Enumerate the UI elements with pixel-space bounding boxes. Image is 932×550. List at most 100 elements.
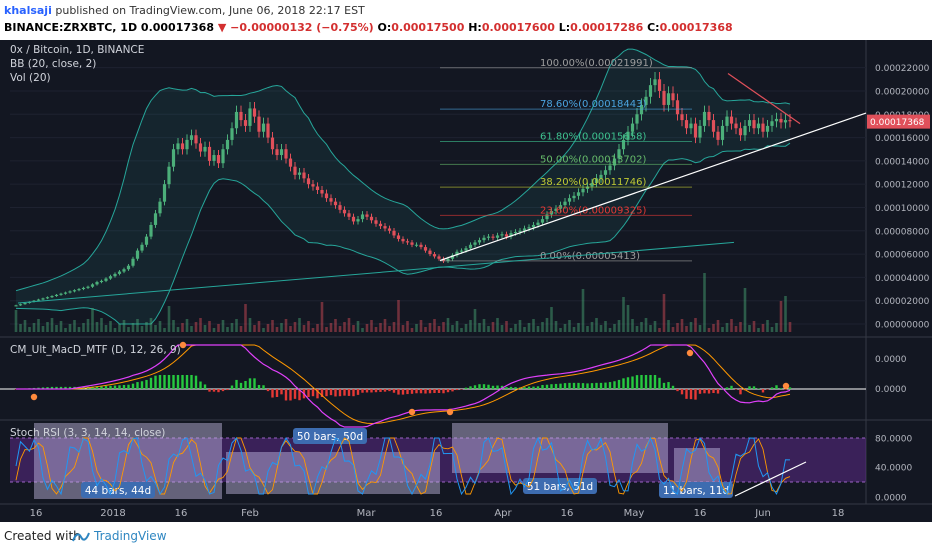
created-with: Created with xyxy=(4,529,81,543)
tradingview-link[interactable]: TradingView xyxy=(72,529,167,543)
macd-histogram-bar xyxy=(487,384,490,389)
volume-bar xyxy=(343,322,346,332)
macd-histogram-bar xyxy=(275,389,279,397)
macd-histogram-bar xyxy=(293,389,297,399)
volume-bar xyxy=(50,318,54,332)
macd-histogram-bar xyxy=(595,382,598,389)
candle-body xyxy=(567,198,572,202)
candle-body xyxy=(491,236,495,238)
volume-bar xyxy=(239,326,243,332)
candle-body xyxy=(162,184,167,202)
candle-body xyxy=(360,214,365,220)
candle-body xyxy=(779,118,783,123)
volume-bar xyxy=(613,324,616,332)
macd-histogram-bar xyxy=(698,389,702,394)
candle-body xyxy=(464,248,468,251)
author-link[interactable]: khalsaji xyxy=(4,4,52,17)
macd-histogram-bar xyxy=(410,389,414,394)
price-tick-label: 0.00022000 xyxy=(875,64,930,74)
macd-histogram-bar xyxy=(46,387,49,389)
candle-body xyxy=(554,208,558,211)
time-tick-label: 16 xyxy=(430,508,443,519)
volume-bar xyxy=(455,321,459,332)
macd-cross-marker xyxy=(782,382,790,390)
volume-bar xyxy=(460,328,463,332)
candle-body xyxy=(86,286,90,288)
volume-bar xyxy=(145,322,148,332)
macd-histogram-bar xyxy=(311,389,315,397)
candle-body xyxy=(72,290,77,292)
last-price-label: 0.00017368 xyxy=(870,118,925,128)
candle-body xyxy=(59,293,63,295)
macd-histogram-bar xyxy=(140,381,144,389)
volume-bar xyxy=(784,296,787,332)
macd-histogram-bar xyxy=(545,384,549,389)
candle-body xyxy=(180,143,185,150)
volume-bar xyxy=(406,321,409,332)
candle-body xyxy=(671,93,675,101)
candle-body xyxy=(783,120,788,123)
volume-bar xyxy=(766,320,769,332)
candle-body xyxy=(221,149,225,164)
volume-bar xyxy=(500,325,504,332)
volume-bar xyxy=(541,322,544,332)
macd-histogram-bar xyxy=(379,389,382,392)
tradingview-brand: TradingView xyxy=(94,529,167,543)
candle-body xyxy=(527,227,531,229)
volume-bar xyxy=(325,327,328,332)
volume-bar xyxy=(73,320,76,332)
volume-bar xyxy=(244,304,247,332)
macd-histogram-bar xyxy=(316,389,319,399)
candle-body xyxy=(36,299,41,301)
volume-bar xyxy=(338,326,342,332)
macd-histogram-bar xyxy=(365,389,369,393)
candle-body xyxy=(378,223,383,227)
volume-bar xyxy=(68,324,72,332)
volume-bar xyxy=(140,326,144,332)
volume-bar xyxy=(203,325,207,332)
volume-bar xyxy=(604,321,607,332)
candle-body xyxy=(351,216,356,222)
volume-bar xyxy=(545,318,549,332)
macd-histogram-bar xyxy=(568,382,571,389)
macd-histogram-bar xyxy=(253,378,256,389)
candle-body xyxy=(473,242,477,245)
volume-bar xyxy=(77,327,81,332)
candle-body xyxy=(536,222,540,225)
stoch-range-badge xyxy=(81,482,155,498)
macd-histogram-bar xyxy=(766,389,769,390)
candle-body xyxy=(455,251,459,256)
macd-histogram-bar xyxy=(604,382,607,389)
macd-histogram-bar xyxy=(154,375,157,389)
chart-area[interactable]: 100.00%(0.00021991) 78.60%(0.00018443) 61.… xyxy=(0,40,932,522)
stoch-k-line xyxy=(15,436,791,496)
volume-bar xyxy=(149,318,153,332)
volume-bar xyxy=(487,326,490,332)
volume-bar xyxy=(55,325,58,332)
macd-histogram-bar xyxy=(622,378,625,389)
candle-body xyxy=(297,172,302,175)
candle-body xyxy=(266,123,270,138)
candle-body xyxy=(675,100,680,115)
candle-body xyxy=(284,149,288,159)
macd-histogram-bar xyxy=(91,386,94,389)
macd-histogram-bar xyxy=(406,389,409,395)
macd-histogram-bar xyxy=(356,389,360,395)
macd-histogram-bar xyxy=(433,389,436,393)
volume-bar xyxy=(37,319,40,332)
candle-body xyxy=(230,128,234,140)
macd-histogram-bar xyxy=(100,386,103,389)
volume-bar xyxy=(280,323,283,332)
macd-histogram-bar xyxy=(289,389,292,401)
time-tick-label: 16 xyxy=(694,508,707,519)
fib-levels: 100.00%(0.00021991) 78.60%(0.00018443) 61.… xyxy=(440,58,692,262)
volume-bar xyxy=(289,326,292,332)
volume-bar xyxy=(532,319,535,332)
candle-body xyxy=(513,231,518,234)
candle-body xyxy=(563,201,567,206)
candle-body xyxy=(522,228,527,231)
volume-bar xyxy=(640,322,643,332)
trend-line-support xyxy=(439,112,867,262)
macd-histogram-bar xyxy=(739,389,742,395)
macd-histogram-bar xyxy=(334,389,337,397)
